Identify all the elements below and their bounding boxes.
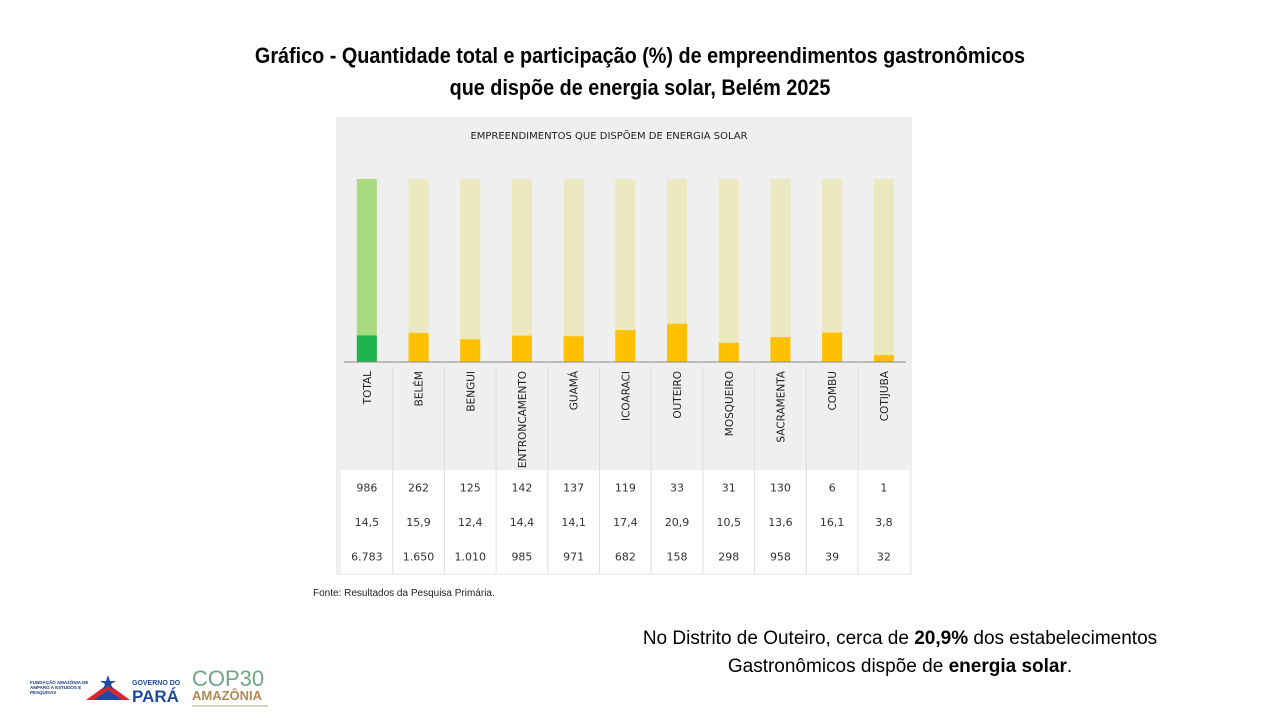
category-label: TOTAL: [362, 371, 374, 405]
conclusion-line-1: No Distrito de Outeiro, cerca de 20,9% d…: [600, 625, 1200, 653]
table-cell: 20,9: [665, 516, 690, 529]
para-star-icon: [100, 675, 116, 690]
bar-sacramenta: [770, 337, 791, 362]
table-cell: 125: [460, 481, 481, 494]
conclusion-line-2: Gastronômicos dispõe de energia solar.: [600, 653, 1200, 681]
table-cell: 6.783: [351, 550, 383, 563]
category-label: MOSQUEIRO: [724, 371, 736, 436]
conclusion-middle: dos estabelecimentos: [968, 628, 1158, 649]
table-cell: 33: [670, 481, 684, 494]
bar-background-guamá: [563, 179, 584, 362]
conclusion-value: 20,9%: [914, 628, 969, 649]
bar-entroncamento: [511, 335, 532, 362]
table-cell: 31: [722, 481, 736, 494]
para-text: PARÁ: [132, 687, 179, 706]
bar-icoaraci: [615, 330, 636, 362]
conclusion-suffix: .: [1066, 656, 1073, 677]
amazonia-text: AMAZÔNIA: [192, 688, 263, 703]
bar-background-icoaraci: [615, 179, 636, 362]
title-line-2: que dispõe de energia solar, Belém 2025: [449, 75, 831, 100]
table-row-bg: [341, 539, 910, 574]
category-labels: TOTAL BELÉM BENGUI ENTRONCAMENTO GUAMÁ ICOARA…: [362, 370, 891, 468]
table-cell: 142: [511, 481, 532, 494]
table-row-bg: [341, 470, 910, 505]
table-cell: 3,8: [875, 516, 893, 529]
table-cell: 14,4: [510, 516, 535, 529]
table-cell: 958: [770, 550, 791, 563]
table-cell: 1.650: [403, 550, 435, 563]
table-cell: 985: [511, 550, 532, 563]
table-cell: 32: [877, 550, 891, 563]
table-cell: 158: [667, 550, 688, 563]
category-label: BELÉM: [413, 371, 426, 406]
source-note: Fonte: Resultados da Pesquisa Primária.: [313, 588, 495, 599]
table-cell: 15,9: [406, 516, 431, 529]
cop30-text: COP30: [192, 666, 264, 691]
data-table: 986 14,5 6.783 262 15,9 1.650 125 12,4 1.010 142 1…: [341, 367, 910, 574]
table-cell: 1.010: [455, 550, 487, 563]
bar-background-total: [356, 179, 377, 362]
conclusion-prefix: No Distrito de Outeiro, cerca de: [642, 628, 915, 649]
bar-background-sacramenta: [770, 179, 791, 362]
bar-background-outeiro: [667, 179, 688, 362]
bar-belém: [408, 332, 429, 362]
table-cell: 16,1: [820, 516, 845, 529]
category-label: ICOARACI: [620, 371, 632, 421]
bar-background-cotijuba: [873, 179, 894, 362]
table-cell: 14,5: [355, 516, 380, 529]
bar-background-entroncamento: [511, 179, 532, 362]
table-cell: 971: [563, 550, 584, 563]
bar-background-combu: [822, 179, 843, 362]
chart-title: EMPREENDIMENTOS QUE DISPÕEM DE ENERGIA S…: [470, 129, 747, 142]
table-cell: 1: [880, 481, 887, 494]
bar-background-mosqueiro: [718, 179, 739, 362]
solar-energy-chart: EMPREENDIMENTOS QUE DISPÕEM DE ENERGIA S…: [336, 117, 912, 575]
table-cell: 298: [718, 550, 739, 563]
bar-guamá: [563, 336, 584, 362]
bars-layer: [356, 179, 894, 362]
conclusion-line2-prefix: Gastronômicos dispõe de: [727, 656, 949, 677]
table-cell: 13,6: [768, 516, 793, 529]
table-cell: 682: [615, 550, 636, 563]
table-cell: 39: [825, 550, 839, 563]
category-label: COMBU: [827, 371, 839, 411]
table-cell: 10,5: [717, 516, 742, 529]
category-label: OUTEIRO: [672, 371, 684, 419]
table-cell: 14,1: [561, 516, 586, 529]
bar-outeiro: [667, 323, 688, 362]
bar-mosqueiro: [718, 342, 739, 362]
category-label: SACRAMENTA: [775, 370, 787, 442]
category-label: COTIJUBA: [879, 370, 891, 421]
bar-cotijuba: [873, 355, 894, 362]
slide-title: Gráfico - Quantidade total e participaçã…: [190, 40, 1090, 104]
category-label: ENTRONCAMENTO: [517, 371, 529, 468]
category-label: GUAMÁ: [568, 370, 581, 410]
table-cell: 137: [563, 481, 584, 494]
conclusion-term: energia solar: [948, 656, 1067, 677]
bar-background-bengui: [460, 179, 481, 362]
governo-para-logo: GOVERNO DO PARÁ: [86, 675, 181, 706]
title-line-1: Gráfico - Quantidade total e participaçã…: [254, 43, 1026, 68]
category-label: BENGUI: [465, 371, 477, 412]
bar-combu: [822, 332, 843, 362]
table-cell: 6: [829, 481, 836, 494]
table-cell: 130: [770, 481, 791, 494]
conclusion-text: No Distrito de Outeiro, cerca de 20,9% d…: [600, 625, 1200, 681]
table-cell: 17,4: [613, 516, 638, 529]
para-flag-blue: [94, 690, 122, 700]
fapespa-logo: FUNDAÇÃO AMAZÔNIA DE AMPARO A ESTUDOS E …: [30, 680, 89, 695]
table-row-bg: [341, 504, 910, 539]
table-cell: 262: [408, 481, 429, 494]
table-cell: 12,4: [458, 516, 483, 529]
bar-background-belém: [408, 179, 429, 362]
bar-bengui: [460, 339, 481, 362]
cop30-amazonia-logo: COP30 AMAZÔNIA: [192, 666, 268, 707]
table-cell: 986: [356, 481, 377, 494]
bar-total: [356, 335, 377, 362]
governo-do-text: GOVERNO DO: [132, 680, 181, 687]
table-cell: 119: [615, 481, 636, 494]
